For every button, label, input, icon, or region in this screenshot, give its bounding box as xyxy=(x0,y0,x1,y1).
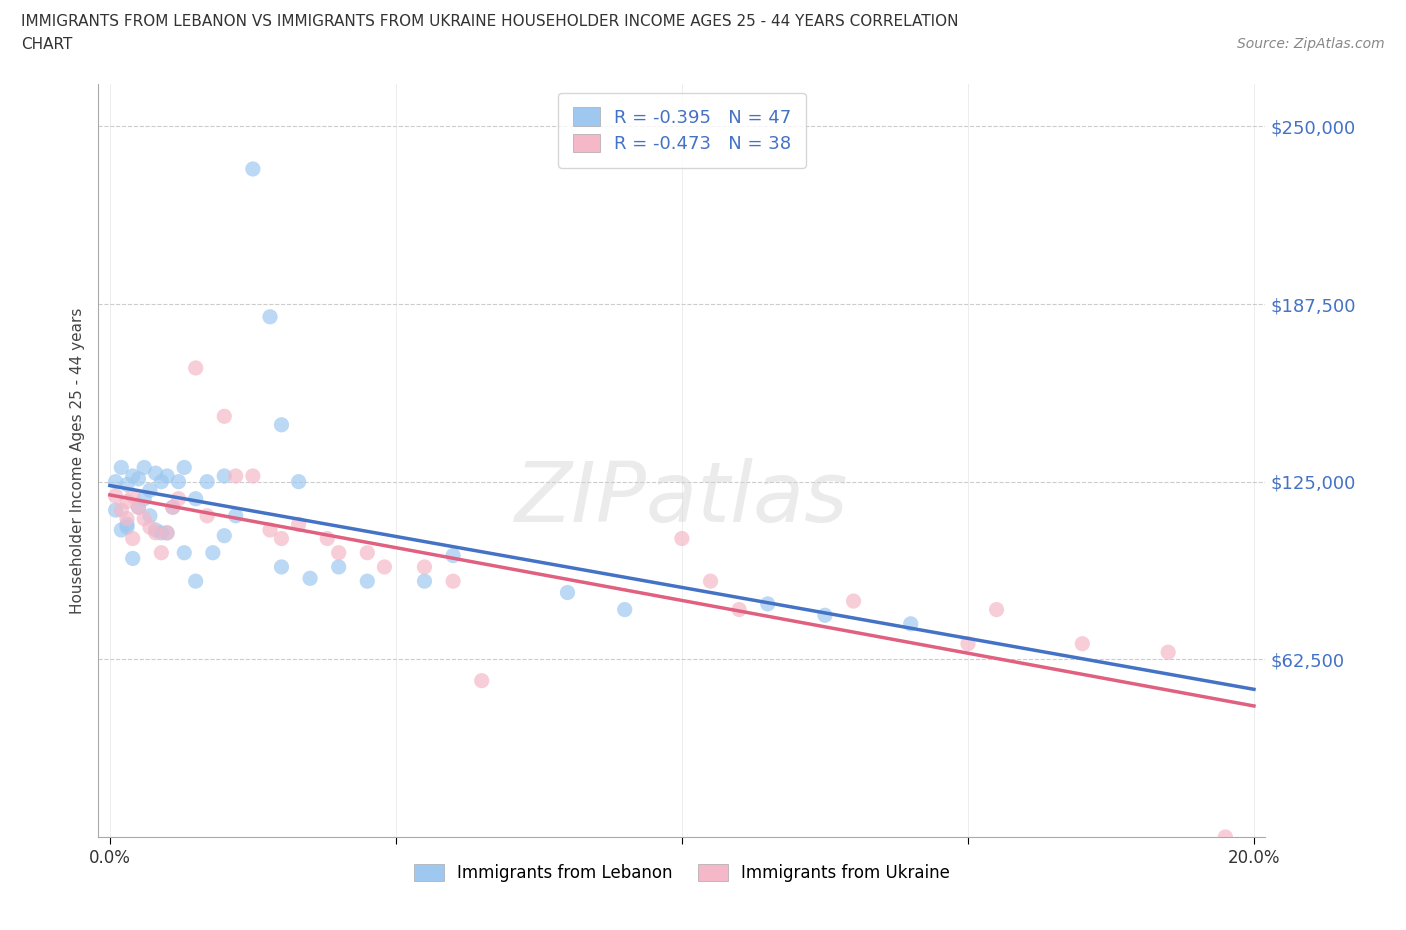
Point xyxy=(173,545,195,560)
Point xyxy=(613,602,636,617)
Point xyxy=(184,491,207,506)
Point xyxy=(270,560,292,575)
Point xyxy=(110,460,132,475)
Point xyxy=(471,673,494,688)
Point xyxy=(115,494,138,509)
Point xyxy=(110,523,132,538)
Point xyxy=(259,310,281,325)
Point xyxy=(1071,636,1094,651)
Point xyxy=(1157,644,1180,659)
Point xyxy=(225,469,247,484)
Point xyxy=(127,499,149,514)
Point xyxy=(156,525,179,540)
Point xyxy=(145,523,167,538)
Point xyxy=(184,361,207,376)
Point xyxy=(441,548,464,563)
Point xyxy=(328,560,350,575)
Point xyxy=(127,499,149,514)
Point xyxy=(299,571,322,586)
Point xyxy=(184,574,207,589)
Point xyxy=(1215,830,1237,844)
Point xyxy=(167,474,190,489)
Point xyxy=(104,474,127,489)
Point xyxy=(900,617,922,631)
Point xyxy=(557,585,579,600)
Point xyxy=(145,466,167,481)
Point xyxy=(413,574,436,589)
Point xyxy=(986,602,1008,617)
Point xyxy=(134,460,156,475)
Point xyxy=(316,531,339,546)
Point xyxy=(139,509,162,524)
Point xyxy=(373,560,395,575)
Point xyxy=(287,517,309,532)
Point xyxy=(162,499,184,514)
Point xyxy=(214,469,236,484)
Point xyxy=(201,545,224,560)
Point xyxy=(328,545,350,560)
Point xyxy=(145,525,167,540)
Point xyxy=(259,523,281,538)
Point xyxy=(225,509,247,524)
Point xyxy=(699,574,721,589)
Point xyxy=(115,477,138,492)
Point xyxy=(167,491,190,506)
Point xyxy=(115,520,138,535)
Point xyxy=(150,545,173,560)
Text: ZIPatlas: ZIPatlas xyxy=(515,458,849,538)
Point xyxy=(356,574,378,589)
Point xyxy=(195,509,218,524)
Text: IMMIGRANTS FROM LEBANON VS IMMIGRANTS FROM UKRAINE HOUSEHOLDER INCOME AGES 25 - : IMMIGRANTS FROM LEBANON VS IMMIGRANTS FR… xyxy=(21,14,959,29)
Point xyxy=(287,474,309,489)
Point xyxy=(162,499,184,514)
Point xyxy=(121,531,143,546)
Point xyxy=(121,551,143,565)
Point xyxy=(104,502,127,517)
Point xyxy=(134,491,156,506)
Point xyxy=(214,528,236,543)
Point xyxy=(195,474,218,489)
Point xyxy=(270,531,292,546)
Point xyxy=(214,409,236,424)
Point xyxy=(150,474,173,489)
Text: CHART: CHART xyxy=(21,37,73,52)
Point xyxy=(728,602,751,617)
Point xyxy=(104,488,127,503)
Point xyxy=(173,460,195,475)
Point xyxy=(270,418,292,432)
Point xyxy=(242,162,264,177)
Point xyxy=(756,596,779,611)
Text: Source: ZipAtlas.com: Source: ZipAtlas.com xyxy=(1237,37,1385,51)
Point xyxy=(842,593,865,608)
Point xyxy=(139,483,162,498)
Point xyxy=(115,517,138,532)
Point xyxy=(121,469,143,484)
Point xyxy=(150,525,173,540)
Point xyxy=(121,488,143,503)
Y-axis label: Householder Income Ages 25 - 44 years: Householder Income Ages 25 - 44 years xyxy=(69,307,84,614)
Point xyxy=(156,469,179,484)
Point xyxy=(156,525,179,540)
Point xyxy=(956,636,979,651)
Legend: Immigrants from Lebanon, Immigrants from Ukraine: Immigrants from Lebanon, Immigrants from… xyxy=(408,857,956,889)
Point xyxy=(356,545,378,560)
Point xyxy=(814,608,837,623)
Point xyxy=(127,472,149,486)
Point xyxy=(242,469,264,484)
Point xyxy=(441,574,464,589)
Point xyxy=(110,502,132,517)
Point xyxy=(134,512,156,526)
Point xyxy=(413,560,436,575)
Point xyxy=(139,520,162,535)
Point xyxy=(671,531,693,546)
Point xyxy=(115,512,138,526)
